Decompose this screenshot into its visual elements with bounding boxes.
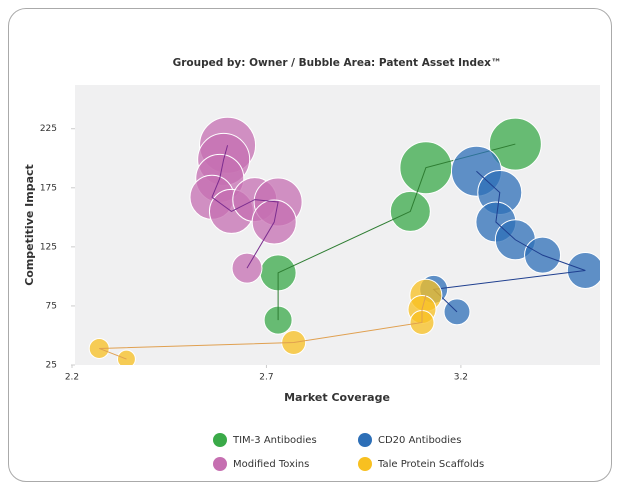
legend-swatch [358,433,372,447]
legend-swatch [358,457,372,471]
trajectory-line [432,170,586,313]
legend-swatch [213,433,227,447]
y-axis-label: Competitive Impact [23,164,36,286]
legend-swatch [213,457,227,471]
y-tick-label: 225 [40,124,57,134]
legend-label: Tale Protein Scaffolds [377,459,484,470]
y-tick-label: 75 [46,301,57,311]
trajectory-line [99,295,427,360]
marks [88,116,600,365]
trajectory-line [211,145,279,269]
chart-title: Grouped by: Owner / Bubble Area: Patent … [173,57,502,69]
y-tick-label: 25 [46,361,57,371]
legend-label: TIM-3 Antibodies [232,435,317,446]
x-tick-label: 2.2 [65,373,79,383]
legend-label: Modified Toxins [233,459,309,470]
x-tick-label: 3.2 [454,373,468,383]
x-tick-label: 2.7 [259,373,273,383]
x-axis-label: Market Coverage [284,391,390,404]
legend-label: CD20 Antibodies [378,435,461,446]
y-tick-label: 125 [40,242,57,252]
card [8,8,612,482]
y-tick-label: 175 [40,183,57,193]
bubble [117,349,136,365]
